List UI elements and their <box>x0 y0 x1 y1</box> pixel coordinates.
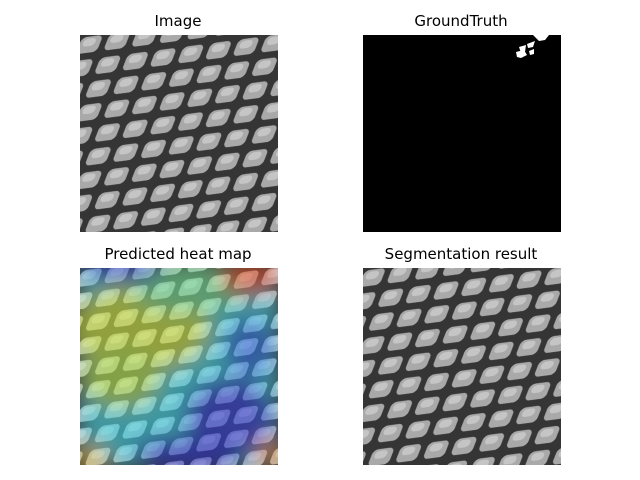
heat-map-image <box>80 268 278 465</box>
ground-truth-panel <box>363 35 561 232</box>
segmentation-panel <box>363 268 561 465</box>
heat-map-panel-title: Predicted heat map <box>104 245 252 263</box>
segmentation-image <box>363 268 561 465</box>
ground-truth-panel-title: GroundTruth <box>414 12 508 30</box>
mesh-image <box>80 35 278 232</box>
heat-map-panel <box>80 268 278 465</box>
defect-mask <box>363 35 561 232</box>
image-panel <box>80 35 278 232</box>
image-panel-title: Image <box>154 12 202 30</box>
segmentation-panel-title: Segmentation result <box>384 245 538 263</box>
